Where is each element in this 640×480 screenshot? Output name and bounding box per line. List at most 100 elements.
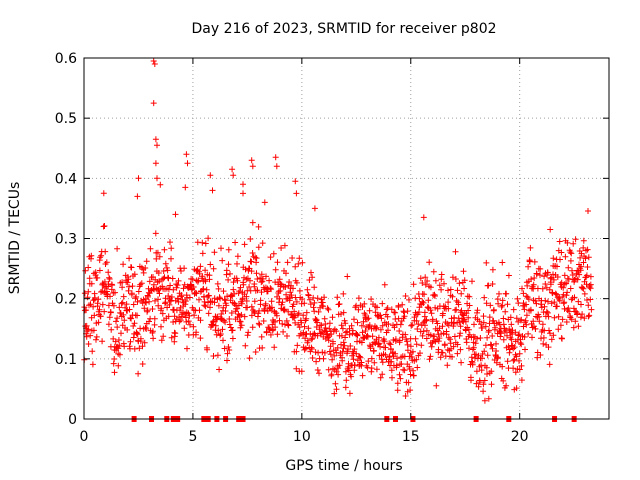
- data-point: [205, 235, 212, 242]
- data-point: [505, 272, 512, 279]
- data-point: [518, 341, 525, 348]
- data-point: [540, 340, 547, 347]
- data-point: [570, 305, 577, 312]
- data-point: [162, 260, 169, 267]
- data-point: [579, 311, 586, 318]
- data-point: [204, 346, 211, 353]
- data-point: [139, 343, 146, 350]
- data-point: [166, 301, 173, 308]
- data-point: [263, 273, 269, 280]
- data-point: [249, 219, 256, 226]
- data-point: [306, 296, 313, 303]
- data-point: [568, 316, 575, 323]
- data-point: [155, 296, 161, 303]
- outlier-point: [152, 136, 159, 143]
- data-point: [295, 310, 302, 317]
- data-point: [415, 321, 422, 328]
- data-point: [247, 277, 253, 284]
- data-point: [394, 387, 401, 394]
- data-point: [175, 277, 182, 284]
- data-point: [134, 312, 141, 319]
- data-point: [384, 313, 391, 320]
- data-point: [479, 355, 485, 362]
- data-point: [225, 261, 232, 268]
- data-point: [285, 322, 292, 329]
- data-point: [422, 322, 428, 329]
- data-point: [338, 322, 345, 329]
- data-point: [506, 346, 513, 353]
- outlier-point: [151, 61, 158, 67]
- outlier-point: [229, 166, 236, 173]
- data-point: [499, 297, 506, 304]
- data-point: [164, 274, 171, 281]
- data-point: [510, 345, 517, 352]
- data-point: [97, 313, 104, 320]
- data-point: [368, 365, 375, 372]
- data-point: [409, 321, 416, 328]
- data-point: [465, 314, 472, 321]
- data-point: [149, 306, 156, 312]
- data-point: [111, 356, 118, 362]
- data-point: [504, 301, 511, 308]
- data-point: [326, 348, 333, 355]
- data-point: [120, 311, 127, 318]
- data-point: [168, 334, 175, 341]
- data-point: [377, 343, 384, 350]
- data-point: [201, 302, 208, 309]
- data-point: [561, 305, 568, 312]
- data-point: [449, 293, 456, 300]
- data-point: [410, 281, 417, 288]
- data-point: [108, 326, 115, 333]
- data-point: [272, 318, 279, 325]
- data-point: [480, 381, 487, 388]
- data-point: [567, 249, 574, 256]
- data-point: [249, 250, 256, 256]
- data-point: [536, 318, 543, 325]
- data-point: [570, 240, 577, 247]
- data-point: [340, 339, 347, 346]
- data-point: [522, 346, 528, 353]
- data-point: [414, 364, 421, 371]
- data-point: [88, 280, 95, 287]
- data-point: [299, 296, 306, 303]
- data-point: [516, 357, 522, 364]
- data-point: [95, 296, 102, 303]
- data-point: [221, 296, 228, 303]
- data-point: [101, 278, 108, 285]
- data-point: [177, 317, 184, 324]
- outlier-point: [311, 205, 318, 212]
- data-point: [328, 331, 335, 338]
- data-point: [225, 276, 232, 283]
- data-point: [489, 281, 496, 287]
- data-point: [529, 334, 535, 341]
- data-point: [550, 271, 556, 278]
- data-point: [481, 294, 488, 301]
- x-tick-label: 10: [293, 429, 311, 445]
- data-point: [533, 271, 540, 277]
- data-point: [561, 272, 568, 279]
- data-point: [406, 296, 412, 303]
- data-point: [151, 321, 158, 328]
- data-point: [544, 269, 551, 276]
- data-point: [489, 333, 496, 339]
- data-point: [216, 366, 223, 373]
- data-point: [405, 379, 412, 386]
- data-point: [372, 325, 379, 332]
- data-point: [120, 293, 127, 300]
- data-point: [131, 271, 138, 278]
- data-point: [538, 304, 545, 311]
- outlier-point: [240, 190, 246, 197]
- data-point: [484, 334, 491, 341]
- data-point: [486, 314, 493, 321]
- data-point: [305, 292, 312, 299]
- data-point: [220, 288, 227, 295]
- data-point: [93, 336, 99, 343]
- outlier-point: [293, 190, 300, 197]
- data-point: [545, 344, 552, 351]
- data-point: [99, 301, 106, 308]
- data-point: [413, 317, 420, 324]
- data-point: [438, 286, 445, 293]
- data-point: [366, 307, 373, 314]
- data-point: [407, 343, 414, 350]
- data-point: [461, 277, 468, 284]
